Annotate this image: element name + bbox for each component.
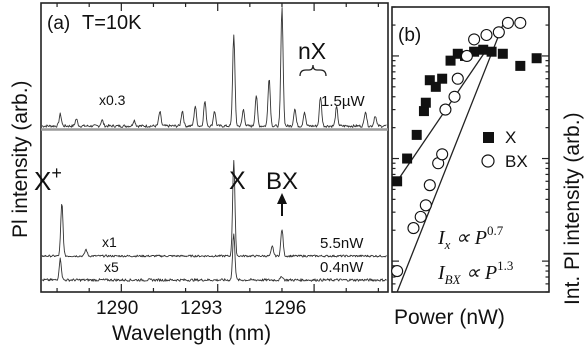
point-bx [451, 72, 464, 85]
point-bx [407, 222, 420, 235]
mult-label-2: x1 [102, 234, 117, 250]
mult-label-1: x0.3 [99, 92, 126, 108]
power-label-3: 0.4nW [320, 259, 364, 276]
point-bx [436, 148, 449, 161]
mult-label-3: x5 [104, 259, 119, 275]
point-bx [448, 90, 461, 103]
point-x [392, 176, 403, 187]
point-bx [480, 28, 493, 42]
panel-b-frame [391, 6, 550, 293]
point-bx [423, 179, 436, 192]
point-x [418, 106, 429, 117]
panel-a: (a) T=10K nX X+ X BX x0.3 1.5µW x1 5.5nW… [9, 2, 389, 345]
point-bx [391, 265, 404, 278]
x-axis-label: Wavelength (nm) [112, 322, 271, 345]
point-bx [492, 26, 505, 39]
point-bx [468, 33, 481, 46]
spectrum-trace-2 [41, 159, 387, 258]
panel-b: (b) X BX Ix ∝ P0.7 IBX ∝ P1.3 Power (nW) I… [391, 6, 584, 329]
fit-x-equation: Ix ∝ P0.7 [437, 223, 504, 252]
temperature-annotation: T=10K [82, 12, 142, 34]
point-x [478, 44, 489, 55]
point-x [424, 75, 435, 86]
legend-bx-label: BX [505, 152, 528, 171]
point-x [497, 48, 508, 59]
point-bx [419, 199, 432, 212]
power-label-1: 1.5µW [321, 93, 365, 110]
point-x [469, 46, 480, 57]
panel-a-label: (a) [47, 13, 70, 34]
x-tick-label-1290: 1290 [96, 298, 138, 319]
point-bx [514, 16, 527, 29]
panel-b-y-axis-label: Int. Pl intensity (arb.) [561, 112, 584, 305]
point-x [515, 60, 526, 71]
trion-peak-label: X+ [34, 163, 62, 196]
legend-bx-marker [481, 154, 495, 168]
point-bx [460, 49, 473, 62]
point-x [486, 46, 497, 57]
legend-x-marker [483, 132, 494, 143]
panel-b-label: (b) [398, 25, 421, 46]
x-tick-label-1293: 1293 [180, 298, 222, 319]
point-bx [439, 103, 452, 116]
fit-bx-equation: IBX ∝ P1.3 [437, 258, 513, 287]
power-label-2: 5.5nW [320, 235, 364, 252]
point-x [437, 73, 448, 84]
point-x [445, 55, 456, 66]
x-tick-label-1296: 1296 [264, 298, 306, 319]
y-axis-label: Pl intensity (arb.) [9, 80, 32, 238]
nx-bracket [299, 64, 327, 77]
panel-a-spectra [41, 7, 387, 282]
point-x [430, 81, 441, 92]
point-x [402, 153, 413, 164]
fit-line-bx [396, 24, 504, 293]
point-x [531, 53, 542, 64]
point-bx [501, 16, 514, 29]
point-x [452, 48, 463, 59]
spectrum-trace-3 [41, 233, 387, 282]
spectrum-trace-1 [41, 7, 387, 128]
point-x [411, 129, 422, 140]
nx-peak-label: nX [298, 38, 326, 64]
point-x [420, 97, 431, 108]
biexciton-peak-label: BX [266, 168, 298, 195]
panel-a-ticks [56, 3, 379, 292]
panel-b-points [391, 16, 542, 278]
panel-b-x-axis-label: Power (nW) [394, 306, 505, 329]
biexciton-arrow-head [277, 193, 287, 204]
point-bx [414, 210, 427, 223]
legend-x-label: X [505, 128, 516, 147]
panel-a-frame [40, 2, 389, 293]
exciton-peak-label: X [229, 167, 246, 195]
